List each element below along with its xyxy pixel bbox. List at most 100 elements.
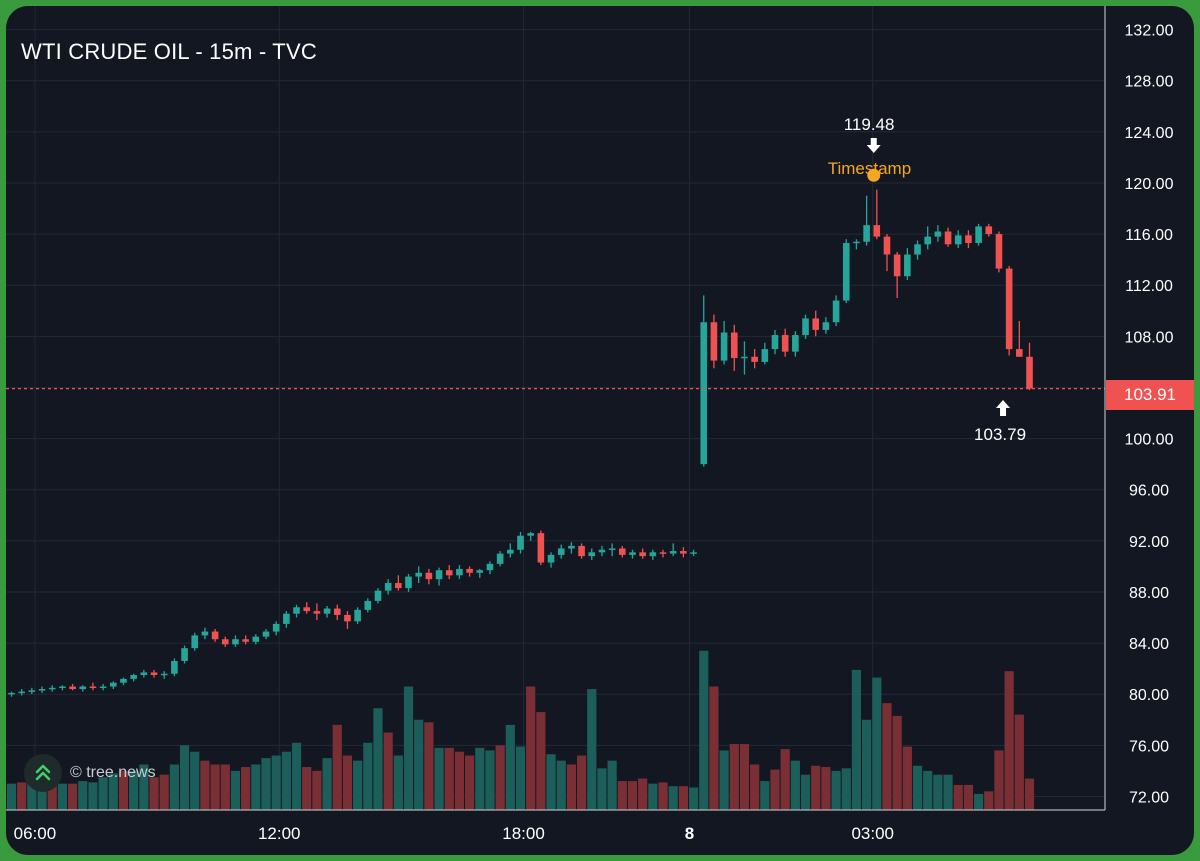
price-tick-label: 112.00 <box>1125 278 1173 295</box>
volume-bar <box>454 751 465 810</box>
volume-bar <box>353 760 363 810</box>
candle-body <box>333 608 341 615</box>
candle-body <box>344 614 351 622</box>
candle-body <box>211 631 219 640</box>
candle-body <box>120 678 127 683</box>
low-price-label: 103.79 <box>974 425 1027 444</box>
candle-body <box>934 231 942 237</box>
volume-bar <box>88 782 98 810</box>
volume-bar <box>67 783 78 810</box>
candle-body <box>537 533 545 563</box>
candlestick-chart[interactable]: 72.00 76.00 80.00 84.00 88.00 92.00 96.00 100.0… <box>6 6 1194 855</box>
candle-body <box>69 686 76 690</box>
candle-body <box>883 236 891 255</box>
volume-bar <box>648 783 658 810</box>
volume-bar <box>709 686 719 810</box>
time-tick-label: 8 <box>685 824 694 843</box>
candle-body <box>171 660 178 674</box>
candle-body <box>8 692 15 695</box>
volume-bar <box>627 781 638 810</box>
price-tick-label: 100.00 <box>1125 432 1174 449</box>
candle-body <box>181 648 188 661</box>
volume-bar <box>566 764 576 810</box>
candle-body <box>38 689 46 691</box>
volume-bar <box>536 712 546 810</box>
volume-bar <box>434 747 444 810</box>
volume-bar <box>312 770 322 810</box>
candle-body <box>1026 356 1033 389</box>
candle-body <box>985 226 993 235</box>
volume-bar <box>1024 778 1035 810</box>
volume-bar <box>17 782 27 810</box>
candle-body <box>364 600 372 610</box>
candle-body <box>751 356 758 362</box>
volume-bar <box>780 749 790 810</box>
candle-body <box>130 675 137 679</box>
candle-body <box>649 552 657 557</box>
candle-body <box>598 549 606 553</box>
volume-bar <box>617 781 627 810</box>
candle-body <box>639 552 646 557</box>
volume-bar <box>291 742 302 810</box>
volume-bar <box>37 777 47 810</box>
price-tick-label: 132.00 <box>1125 23 1174 40</box>
volume-bar <box>129 770 139 810</box>
volume-bar <box>953 784 963 810</box>
candle-body <box>853 241 860 244</box>
high-arrow-icon <box>866 138 881 153</box>
candle-body <box>680 551 687 554</box>
volume-bar <box>1014 714 1024 810</box>
candle-body <box>59 686 66 689</box>
price-tick-label: 116.00 <box>1125 227 1173 244</box>
volume-bar <box>760 781 770 810</box>
volume-bar <box>668 786 678 810</box>
volume-bar <box>719 750 729 810</box>
volume-bar <box>363 742 373 810</box>
candle-body <box>995 234 1003 269</box>
candle-body <box>293 607 300 614</box>
volume-bar <box>841 768 851 810</box>
volume-bar <box>576 755 587 810</box>
candle-body <box>252 636 260 642</box>
candle-body <box>608 548 616 550</box>
candle-body <box>486 563 494 571</box>
candle-body <box>792 335 799 352</box>
volume-bar <box>475 747 485 810</box>
volume-bar <box>658 782 668 810</box>
chart-title: WTI CRUDE OIL - 15m - TVC <box>21 39 317 64</box>
candle-body <box>873 225 881 237</box>
volume-bar <box>597 768 607 810</box>
candle-body <box>659 552 667 554</box>
volume-bar <box>699 650 709 810</box>
candle-body <box>730 332 738 359</box>
candle-body <box>822 322 830 330</box>
volume-bar <box>638 778 648 810</box>
candle-body <box>924 236 931 245</box>
candle-body <box>48 687 56 690</box>
tree-news-logo-icon <box>24 754 62 792</box>
candle-body <box>272 623 280 632</box>
volume-bar <box>851 669 862 810</box>
volume-bar <box>342 755 353 810</box>
candle-body <box>629 552 636 555</box>
volume-bar <box>902 746 912 810</box>
candle-body <box>395 582 402 589</box>
volume-bar <box>546 754 556 810</box>
volume-bar <box>271 755 281 810</box>
candle-body <box>965 235 972 244</box>
volume-bar <box>790 760 800 810</box>
candle-body <box>904 254 911 277</box>
volume-bar <box>485 750 495 810</box>
timestamp-label: Timestamp <box>827 159 912 178</box>
candle-body <box>944 231 952 245</box>
volume-bar <box>515 746 526 810</box>
candle-body <box>191 635 199 649</box>
volume-bar <box>933 774 943 810</box>
candle-body <box>354 609 361 622</box>
candle-body <box>262 631 270 637</box>
price-tick-label: 92.00 <box>1129 534 1169 551</box>
price-tick-label: 128.00 <box>1125 74 1174 91</box>
volume-bar <box>678 786 688 810</box>
volume-bar <box>383 732 393 810</box>
volume-bar <box>831 770 841 810</box>
